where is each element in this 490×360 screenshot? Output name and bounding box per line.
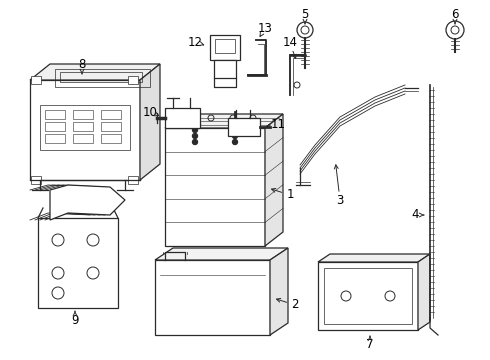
Bar bbox=[214, 60, 236, 78]
Bar bbox=[31, 176, 41, 184]
Text: 1: 1 bbox=[286, 189, 294, 202]
Polygon shape bbox=[318, 254, 430, 262]
Bar bbox=[215, 39, 235, 53]
Bar bbox=[324, 268, 412, 324]
Bar bbox=[101, 134, 121, 143]
Circle shape bbox=[232, 127, 238, 132]
Text: 10: 10 bbox=[143, 105, 157, 118]
Circle shape bbox=[232, 134, 238, 139]
Bar bbox=[45, 110, 65, 119]
Text: 4: 4 bbox=[411, 208, 419, 221]
Bar bbox=[73, 122, 93, 131]
Text: 7: 7 bbox=[366, 338, 374, 351]
Polygon shape bbox=[265, 114, 283, 246]
Circle shape bbox=[193, 134, 197, 139]
Polygon shape bbox=[140, 64, 160, 180]
Circle shape bbox=[193, 139, 197, 144]
Bar bbox=[101, 122, 121, 131]
Text: 14: 14 bbox=[283, 36, 297, 49]
Text: 2: 2 bbox=[291, 298, 299, 311]
Text: 9: 9 bbox=[71, 314, 79, 327]
Bar bbox=[45, 134, 65, 143]
Text: 5: 5 bbox=[301, 9, 309, 22]
Polygon shape bbox=[270, 248, 288, 335]
Text: 13: 13 bbox=[258, 22, 272, 35]
Bar bbox=[40, 105, 130, 150]
Bar bbox=[73, 134, 93, 143]
Bar bbox=[73, 110, 93, 119]
Bar bbox=[128, 176, 138, 184]
Polygon shape bbox=[50, 185, 125, 220]
Text: 6: 6 bbox=[451, 9, 459, 22]
Bar bbox=[101, 110, 121, 119]
Bar bbox=[30, 80, 140, 180]
Polygon shape bbox=[418, 254, 430, 330]
Bar bbox=[165, 108, 200, 128]
Bar bbox=[210, 35, 240, 60]
Circle shape bbox=[232, 139, 238, 144]
Bar bbox=[165, 128, 265, 246]
Bar bbox=[155, 260, 270, 335]
Text: 8: 8 bbox=[78, 58, 86, 72]
Text: 11: 11 bbox=[270, 118, 286, 131]
Circle shape bbox=[193, 127, 197, 132]
Polygon shape bbox=[165, 114, 283, 128]
Polygon shape bbox=[30, 64, 160, 80]
Bar bbox=[38, 218, 118, 308]
Text: 3: 3 bbox=[336, 194, 343, 207]
Bar bbox=[45, 122, 65, 131]
Bar bbox=[318, 262, 418, 330]
Bar bbox=[228, 118, 260, 136]
Bar bbox=[55, 69, 150, 87]
Polygon shape bbox=[155, 248, 288, 260]
Text: 12: 12 bbox=[188, 36, 202, 49]
Bar bbox=[128, 76, 138, 84]
Bar bbox=[31, 76, 41, 84]
Bar bbox=[60, 72, 142, 82]
